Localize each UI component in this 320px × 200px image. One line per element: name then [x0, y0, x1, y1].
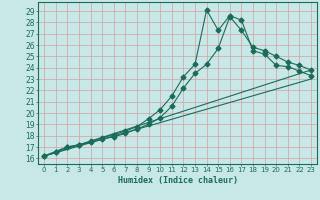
X-axis label: Humidex (Indice chaleur): Humidex (Indice chaleur) [118, 176, 238, 185]
